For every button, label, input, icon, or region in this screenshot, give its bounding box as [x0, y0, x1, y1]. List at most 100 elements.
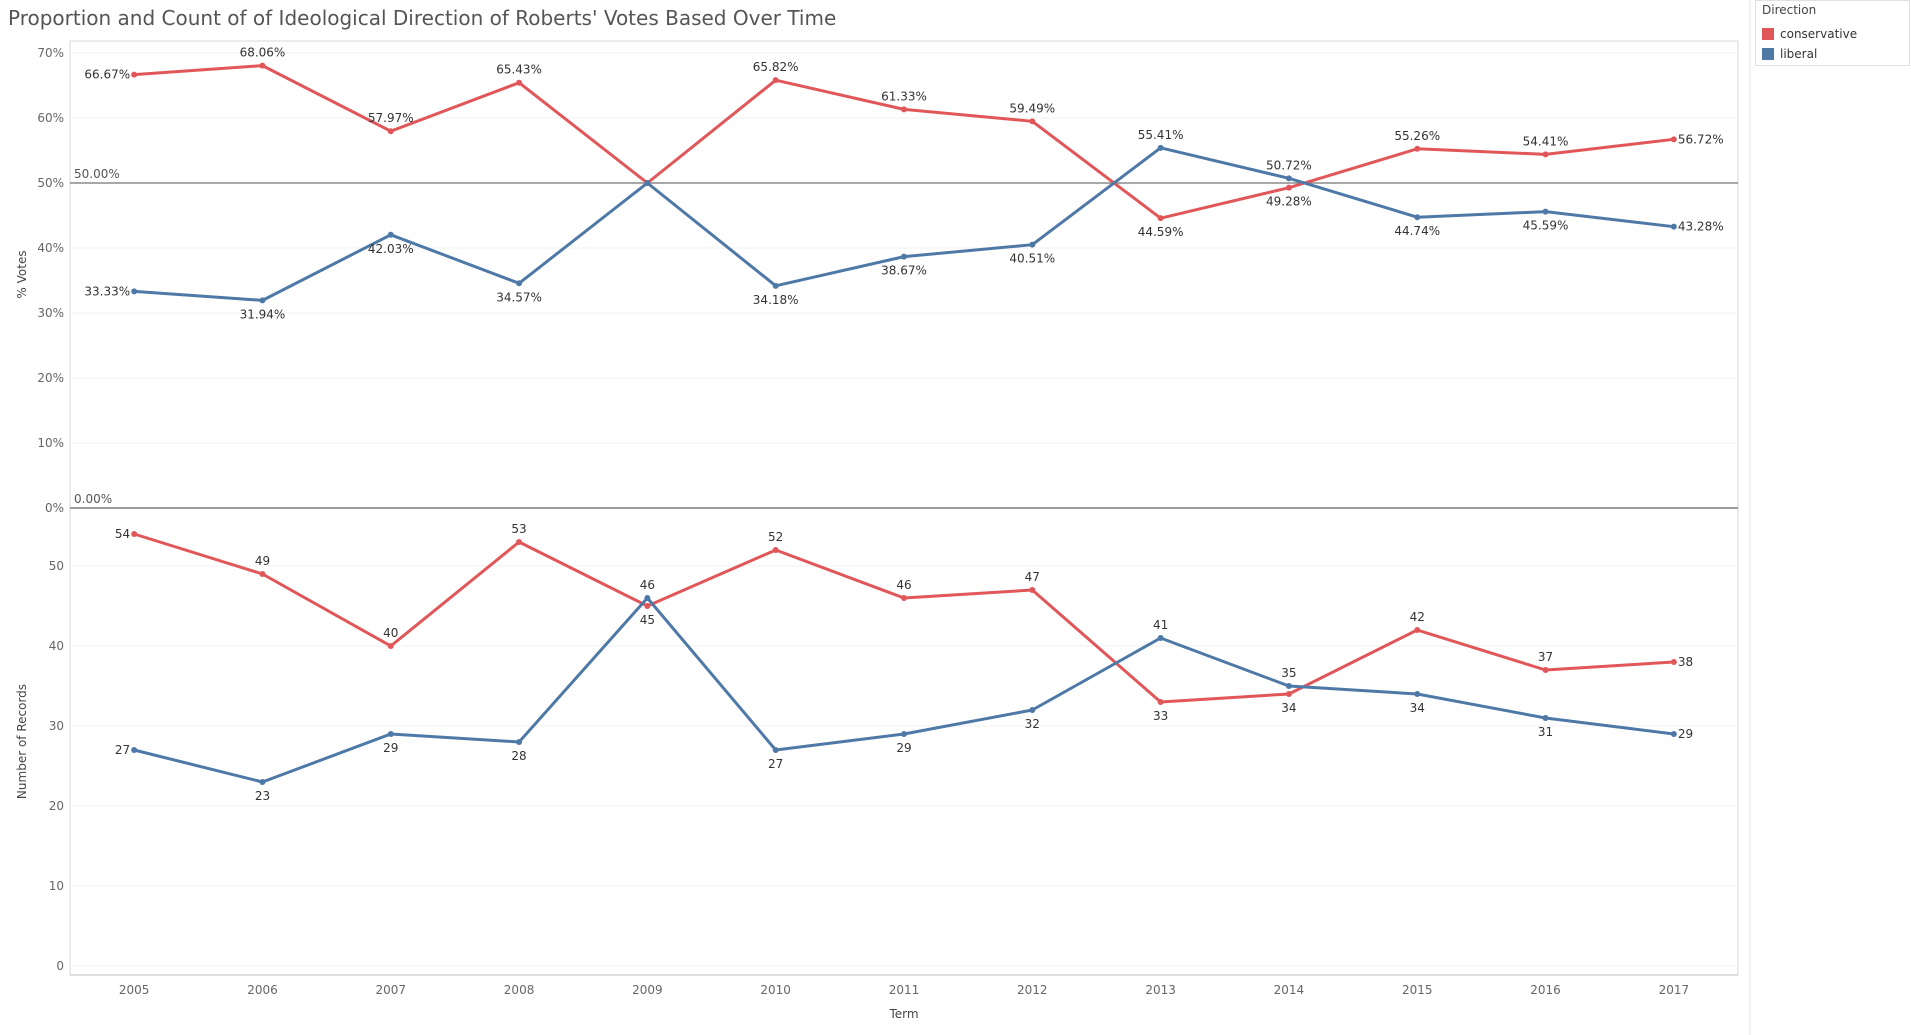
data-label-liberal: 34.18% — [753, 293, 799, 307]
data-point-liberal — [901, 253, 907, 260]
x-tick-label: 2008 — [504, 983, 535, 997]
data-label-conservative: 49 — [255, 554, 270, 568]
data-label-liberal: 35 — [1281, 666, 1296, 680]
data-label-conservative: 44.59% — [1138, 225, 1184, 239]
data-label-liberal: 31.94% — [240, 307, 286, 321]
data-point-conservative — [901, 595, 907, 601]
x-tick-label: 2006 — [247, 983, 278, 997]
y-tick-label: 30% — [37, 306, 64, 320]
data-label-conservative: 53 — [511, 522, 526, 536]
data-point-conservative — [259, 62, 266, 69]
y-tick-label: 40% — [37, 241, 64, 255]
data-label-liberal: 28 — [511, 749, 526, 763]
data-point-conservative — [387, 128, 394, 135]
data-point-liberal — [387, 731, 394, 737]
x-tick-label: 2012 — [1017, 983, 1048, 997]
data-point-liberal — [901, 731, 907, 737]
data-point-liberal — [1029, 707, 1036, 713]
legend-item-conservative[interactable]: conservative — [1762, 27, 1857, 41]
data-label-conservative: 52 — [768, 530, 783, 544]
y-tick-label: 70% — [37, 46, 64, 60]
x-tick-label: 2016 — [1530, 983, 1561, 997]
data-point-liberal — [259, 297, 266, 304]
legend-label-conservative: conservative — [1780, 27, 1858, 41]
data-label-conservative: 68.06% — [240, 46, 286, 60]
x-axis-title: Term — [888, 1007, 918, 1021]
data-label-liberal: 50.72% — [1266, 158, 1312, 172]
data-label-liberal: 27 — [768, 757, 783, 771]
data-label-liberal: 34 — [1410, 701, 1425, 715]
data-point-conservative — [1029, 587, 1036, 593]
x-tick-label: 2013 — [1145, 983, 1176, 997]
data-label-liberal: 44.74% — [1394, 224, 1440, 238]
data-point-liberal — [1285, 175, 1292, 182]
data-label-liberal: 29 — [1678, 727, 1693, 741]
data-label-conservative: 37 — [1538, 650, 1553, 664]
data-label-conservative: 45 — [640, 613, 655, 627]
data-point-conservative — [259, 571, 266, 577]
y-tick-label: 50 — [49, 559, 64, 573]
data-label-liberal: 40.51% — [1009, 252, 1055, 266]
data-label-liberal: 55.41% — [1138, 128, 1184, 142]
y-tick-label: 20 — [49, 799, 64, 813]
data-label-liberal: 41 — [1153, 618, 1168, 632]
data-point-liberal — [516, 739, 523, 745]
reference-line-label: 50.00% — [74, 167, 120, 181]
data-point-liberal — [1157, 635, 1164, 641]
data-point-conservative — [516, 79, 523, 86]
data-point-liberal — [644, 180, 651, 186]
data-label-conservative: 54 — [115, 527, 130, 541]
data-point-liberal — [1670, 731, 1677, 737]
data-point-liberal — [516, 280, 523, 287]
data-point-conservative — [131, 531, 138, 537]
data-point-conservative — [131, 71, 138, 78]
y-tick-label: 20% — [37, 371, 64, 385]
data-label-conservative: 61.33% — [881, 89, 927, 103]
y-axis-title: Number of Records — [15, 684, 29, 799]
data-point-conservative — [516, 539, 523, 545]
x-tick-label: 2010 — [760, 983, 791, 997]
legend-swatch-conservative — [1762, 28, 1774, 40]
data-point-conservative — [1414, 627, 1421, 633]
legend-title: Direction — [1762, 3, 1817, 17]
data-label-conservative: 49.28% — [1266, 195, 1312, 209]
y-tick-label: 50% — [37, 176, 64, 190]
data-point-liberal — [259, 779, 266, 785]
data-point-conservative — [1029, 118, 1036, 125]
data-label-liberal: 42.03% — [368, 242, 414, 256]
data-point-conservative — [1542, 151, 1549, 158]
y-axis-title: % Votes — [15, 250, 29, 298]
y-tick-label: 0% — [45, 501, 64, 515]
data-label-conservative: 33 — [1153, 709, 1168, 723]
data-point-liberal — [772, 282, 779, 289]
x-tick-label: 2005 — [119, 983, 150, 997]
data-point-conservative — [1542, 667, 1549, 673]
data-point-conservative — [901, 106, 907, 113]
data-point-conservative — [1285, 691, 1292, 697]
data-label-conservative: 59.49% — [1009, 101, 1055, 115]
y-tick-label: 10% — [37, 436, 64, 450]
legend-item-liberal[interactable]: liberal — [1762, 47, 1817, 61]
data-label-conservative: 55.26% — [1394, 129, 1440, 143]
data-label-liberal: 45.59% — [1523, 219, 1569, 233]
data-point-liberal — [1157, 144, 1164, 151]
data-label-liberal: 46 — [640, 578, 655, 592]
data-label-liberal: 33.33% — [84, 284, 130, 298]
reference-line-label: 0.00% — [74, 492, 112, 506]
data-point-liberal — [1414, 214, 1421, 221]
series-line-conservative — [133, 532, 1674, 704]
data-point-conservative — [772, 77, 779, 84]
data-point-conservative — [1670, 136, 1677, 143]
data-label-conservative: 56.72% — [1678, 132, 1724, 146]
data-label-conservative: 40 — [383, 626, 398, 640]
x-tick-label: 2007 — [375, 983, 406, 997]
data-point-conservative — [772, 547, 779, 553]
data-label-conservative: 47 — [1025, 570, 1040, 584]
legend: Direction conservative liberal — [1755, 0, 1910, 66]
y-tick-label: 60% — [37, 111, 64, 125]
data-label-liberal: 29 — [896, 741, 911, 755]
y-tick-label: 40 — [49, 639, 64, 653]
data-label-liberal: 29 — [383, 741, 398, 755]
data-label-liberal: 38.67% — [881, 264, 927, 278]
